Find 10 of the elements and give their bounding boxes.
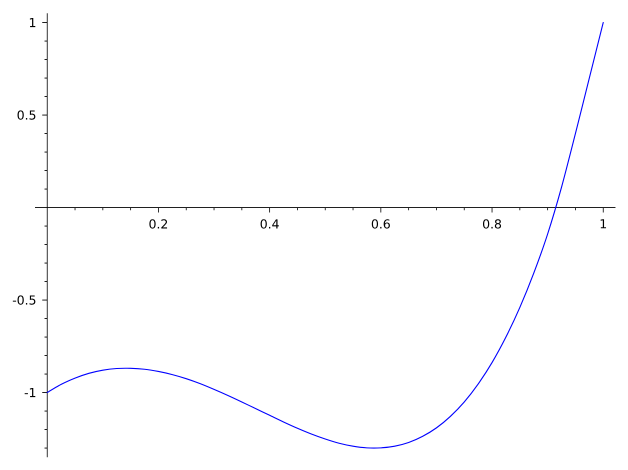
y-tick-label: 1 (30, 18, 36, 28)
x-tick-label: 0.4 (260, 219, 279, 229)
x-tick-label: 0.2 (149, 219, 168, 229)
x-tick-label: 0.6 (372, 219, 390, 229)
y-tick-label: -1 (24, 388, 36, 398)
x-tick-label: 0.8 (482, 219, 502, 229)
y-tick-label: -0.5 (12, 295, 36, 305)
line-series (46, 22, 604, 449)
y-tick-label: 0.5 (18, 110, 36, 120)
x-tick-label: 1 (600, 219, 606, 228)
